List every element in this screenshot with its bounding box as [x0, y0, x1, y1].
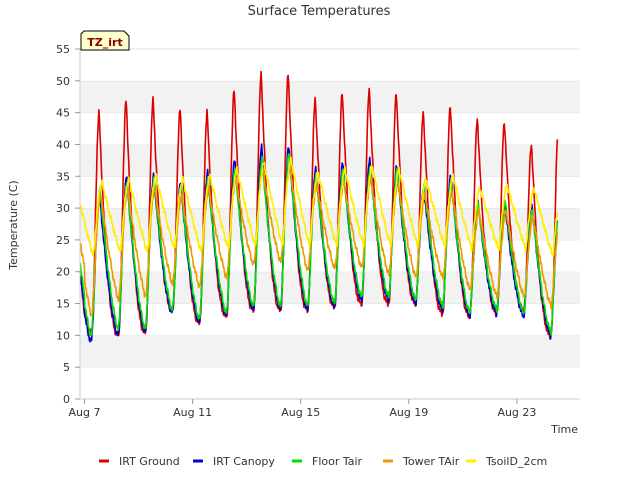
x-axis-label: Time	[550, 423, 578, 436]
y-tick-label: 25	[56, 234, 70, 247]
legend-label: Floor Tair	[312, 455, 363, 468]
legend: IRT Ground IRT Canopy Floor Tair Tower TAir…	[99, 455, 547, 468]
legend-label: TsoilD_2cm	[485, 455, 547, 468]
grid-band	[80, 144, 580, 177]
x-ticks: Aug 7 Aug 11 Aug 15 Aug 19 Aug 23	[69, 399, 536, 419]
y-tick-label: 45	[56, 107, 70, 120]
grid-band	[80, 80, 580, 113]
grid-band	[80, 49, 580, 81]
series-line-tower-tair	[79, 165, 559, 317]
grid-band	[80, 303, 580, 336]
grid-band	[80, 335, 580, 368]
x-tick-label: Aug 11	[173, 406, 212, 419]
legend-label: IRT Ground	[119, 455, 180, 468]
y-axis-label: Temperature (C)	[7, 180, 20, 270]
legend-label: Tower TAir	[402, 455, 460, 468]
site-label: TZ_irt	[87, 36, 122, 49]
series-layer	[79, 70, 559, 343]
grid-band	[80, 239, 580, 272]
y-tick-label: 5	[63, 361, 70, 374]
y-tick-label: 10	[56, 329, 70, 342]
grid-band	[80, 367, 580, 399]
y-tick-label: 50	[56, 75, 70, 88]
y-tick-label: 15	[56, 298, 70, 311]
grid-band	[80, 176, 580, 209]
series-line-tsoild-2cm	[79, 156, 559, 257]
x-tick-label: Aug 23	[497, 406, 536, 419]
site-label-badge	[80, 30, 130, 51]
legend-label: IRT Canopy	[213, 455, 275, 468]
x-tick-label: Aug 7	[69, 406, 101, 419]
y-tick-label: 30	[56, 202, 70, 215]
y-tick-label: 55	[56, 43, 70, 56]
y-tick-label: 35	[56, 170, 70, 183]
x-tick-label: Aug 19	[389, 406, 428, 419]
y-tick-label: 0	[63, 393, 70, 406]
grid-band	[80, 112, 580, 145]
series-line-floor-tair	[79, 153, 559, 336]
y-tick-label: 40	[56, 138, 70, 151]
x-tick-label: Aug 15	[281, 406, 320, 419]
site-label-box: TZ_irt	[80, 30, 130, 51]
axes: 0 5 10 15 20 25 30 35 40 45 50 55 Aug 7 Aug 11 Aug 15…	[56, 43, 580, 419]
y-tick-label: 20	[56, 266, 70, 279]
y-ticks: 0 5 10 15 20 25 30 35 40 45 50 55	[56, 43, 80, 406]
chart-title: Surface Temperatures	[248, 4, 391, 19]
